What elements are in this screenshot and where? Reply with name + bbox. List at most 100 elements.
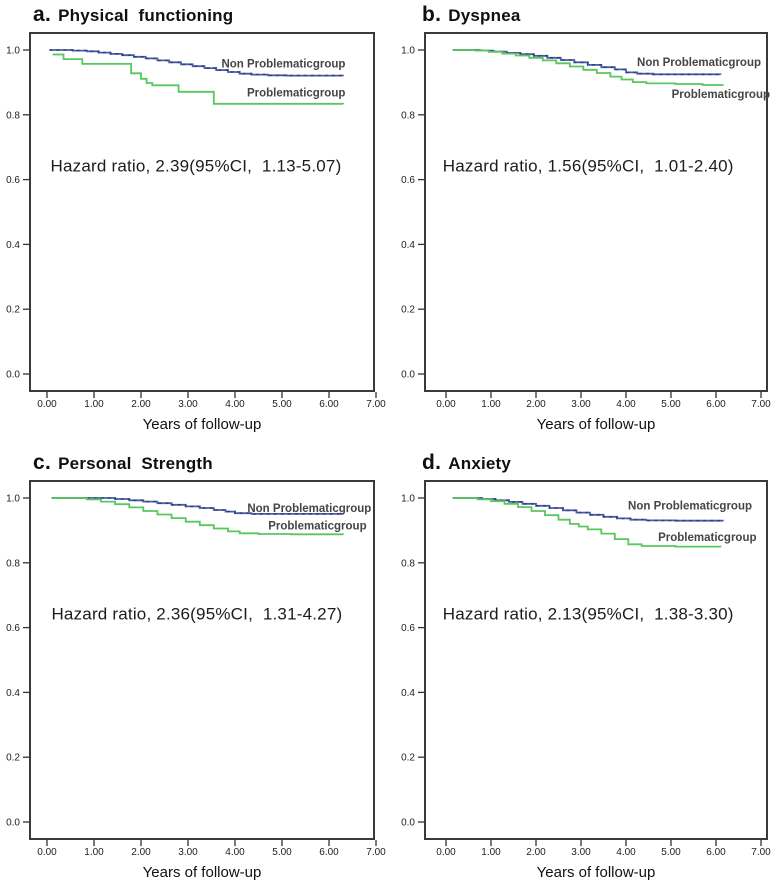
curve-non-problematic-censor-marks — [452, 497, 724, 522]
x-axis-label: Years of follow-up — [537, 864, 656, 881]
panel-dyspnea: b. Dyspnea 0.0 0.2 0.4 0.6 0.8 1.0 0.00 1.00 2.00… — [389, 0, 778, 448]
x-tick-label: 4.00 — [225, 399, 245, 410]
series-label-problematic: Problematicgroup — [658, 532, 756, 544]
x-tick-label: 5.00 — [661, 399, 681, 410]
x-axis-label: Years of follow-up — [143, 864, 262, 881]
y-tick-label: 0.0 — [6, 818, 20, 829]
series-label-non-problematic: Non Problematicgroup — [637, 57, 761, 69]
x-tick-label: 7.00 — [751, 399, 771, 410]
y-tick-label: 0.8 — [401, 110, 415, 121]
panel-title-b: b. Dyspnea — [422, 3, 521, 27]
x-tick-label: 1.00 — [481, 847, 501, 858]
y-tick-label: 0.4 — [401, 240, 415, 251]
x-tick-label: 3.00 — [178, 399, 198, 410]
curve-problematic — [452, 497, 722, 548]
x-tick-label: 2.00 — [526, 399, 546, 410]
panel-personal-strength: c. Personal Strength 0.0 0.2 0.4 0.6 0.8 1.0 0.… — [0, 448, 389, 896]
y-tick-label: 1.0 — [401, 46, 415, 57]
y-tick-label: 1.0 — [6, 46, 20, 57]
x-tick-label: 6.00 — [319, 847, 339, 858]
x-tick-label: 3.00 — [178, 847, 198, 858]
panel-title-c: c. Personal Strength — [33, 451, 213, 475]
panel-letter-a: a. — [33, 3, 52, 26]
x-tick-label: 4.00 — [616, 847, 636, 858]
x-tick-label: 2.00 — [526, 847, 546, 858]
x-axis-label: Years of follow-up — [143, 416, 262, 433]
panel-title-a: a. Physical functioning — [33, 3, 233, 27]
panel-letter-b: b. — [422, 3, 442, 26]
x-tick-label: 4.00 — [616, 399, 636, 410]
y-tick-label: 0.6 — [401, 623, 415, 634]
panel-name-a: Physical functioning — [58, 6, 234, 25]
x-tick-label: 7.00 — [366, 399, 386, 410]
y-tick-label: 0.4 — [6, 688, 20, 699]
y-tick-label: 0.4 — [401, 688, 415, 699]
hazard-ratio-text: Hazard ratio, 2.36(95%CI, 1.31-4.27) — [51, 605, 342, 624]
x-tick-label: 0.00 — [436, 399, 456, 410]
y-tick-label: 1.0 — [6, 494, 20, 505]
series-label-non-problematic: Non Problematicgroup — [221, 58, 345, 70]
curve-non-problematic-censor-marks — [51, 497, 344, 515]
y-tick-label: 0.4 — [6, 240, 20, 251]
y-tick-label: 0.8 — [401, 558, 415, 569]
x-tick-label: 5.00 — [272, 399, 292, 410]
x-axis-label: Years of follow-up — [537, 416, 656, 433]
km-chart-anxiety: 0.0 0.2 0.4 0.6 0.8 1.0 0.00 1.00 2.00 3.00 4.00 5.… — [401, 480, 771, 881]
curve-problematic — [52, 53, 344, 105]
km-chart-dyspnea: 0.0 0.2 0.4 0.6 0.8 1.0 0.00 1.00 2.00 3.00 4.00 5.… — [401, 32, 771, 433]
panel-name-d: Anxiety — [448, 454, 512, 473]
plot-frame — [424, 480, 768, 840]
panel-letter-c: c. — [33, 451, 52, 474]
x-tick-label: 1.00 — [84, 399, 104, 410]
x-tick-label: 6.00 — [706, 399, 726, 410]
panel-name-c: Personal Strength — [58, 454, 213, 473]
x-tick-label: 1.00 — [481, 399, 501, 410]
y-tick-label: 0.6 — [6, 175, 20, 186]
y-tick-label: 0.0 — [401, 370, 415, 381]
panel-name-b: Dyspnea — [448, 6, 521, 25]
x-tick-label: 6.00 — [319, 399, 339, 410]
y-tick-label: 0.2 — [6, 753, 20, 764]
x-tick-label: 5.00 — [272, 847, 292, 858]
panel-anxiety: d. Anxiety 0.0 0.2 0.4 0.6 0.8 1.0 0.00 1.00 2.00… — [389, 448, 778, 896]
x-tick-label: 0.00 — [436, 847, 456, 858]
hazard-ratio-text: Hazard ratio, 2.13(95%CI, 1.38-3.30) — [443, 605, 734, 624]
curve-problematic — [51, 497, 344, 536]
x-tick-label: 3.00 — [571, 847, 591, 858]
x-tick-label: 7.00 — [366, 847, 386, 858]
y-tick-label: 0.6 — [6, 623, 20, 634]
panel-letter-d: d. — [422, 451, 442, 474]
x-tick-label: 2.00 — [131, 847, 151, 858]
y-tick-label: 0.2 — [6, 305, 20, 316]
series-label-problematic: Problematicgroup — [268, 521, 366, 533]
x-tick-label: 7.00 — [751, 847, 771, 858]
hazard-ratio-text: Hazard ratio, 1.56(95%CI, 1.01-2.40) — [443, 157, 734, 176]
y-tick-label: 0.0 — [6, 370, 20, 381]
series-label-problematic: Problematicgroup — [247, 87, 345, 99]
x-tick-label: 6.00 — [706, 847, 726, 858]
y-tick-label: 0.8 — [6, 110, 20, 121]
series-label-problematic: Problematicgroup — [672, 89, 770, 101]
plot-frame — [424, 32, 768, 392]
km-chart-physical-functioning: 0.0 0.2 0.4 0.6 0.8 1.0 0.00 1.00 2.00 3.00 4.00 5.… — [6, 32, 386, 433]
x-tick-label: 5.00 — [661, 847, 681, 858]
curve-problematic — [452, 49, 724, 86]
x-tick-label: 2.00 — [131, 399, 151, 410]
series-label-non-problematic: Non Problematicgroup — [628, 501, 752, 513]
x-tick-label: 0.00 — [37, 847, 57, 858]
y-tick-label: 0.6 — [401, 175, 415, 186]
curve-non-problematic — [452, 49, 722, 76]
x-tick-label: 4.00 — [225, 847, 245, 858]
plot-frame — [29, 480, 375, 840]
panel-title-d: d. Anxiety — [422, 451, 511, 475]
panel-physical-functioning: a. Physical functioning 0.0 0.2 0.4 0.6 0.8 1.… — [0, 0, 389, 448]
series-label-non-problematic: Non Problematicgroup — [247, 503, 371, 515]
km-chart-personal-strength: 0.0 0.2 0.4 0.6 0.8 1.0 0.00 1.00 2.00 3.00 4.00 5.… — [6, 480, 386, 881]
hazard-ratio-text: Hazard ratio, 2.39(95%CI, 1.13-5.07) — [51, 157, 342, 176]
x-tick-label: 3.00 — [571, 399, 591, 410]
curve-non-problematic-censor-marks — [49, 49, 344, 77]
y-tick-label: 1.0 — [401, 494, 415, 505]
y-tick-label: 0.8 — [6, 558, 20, 569]
